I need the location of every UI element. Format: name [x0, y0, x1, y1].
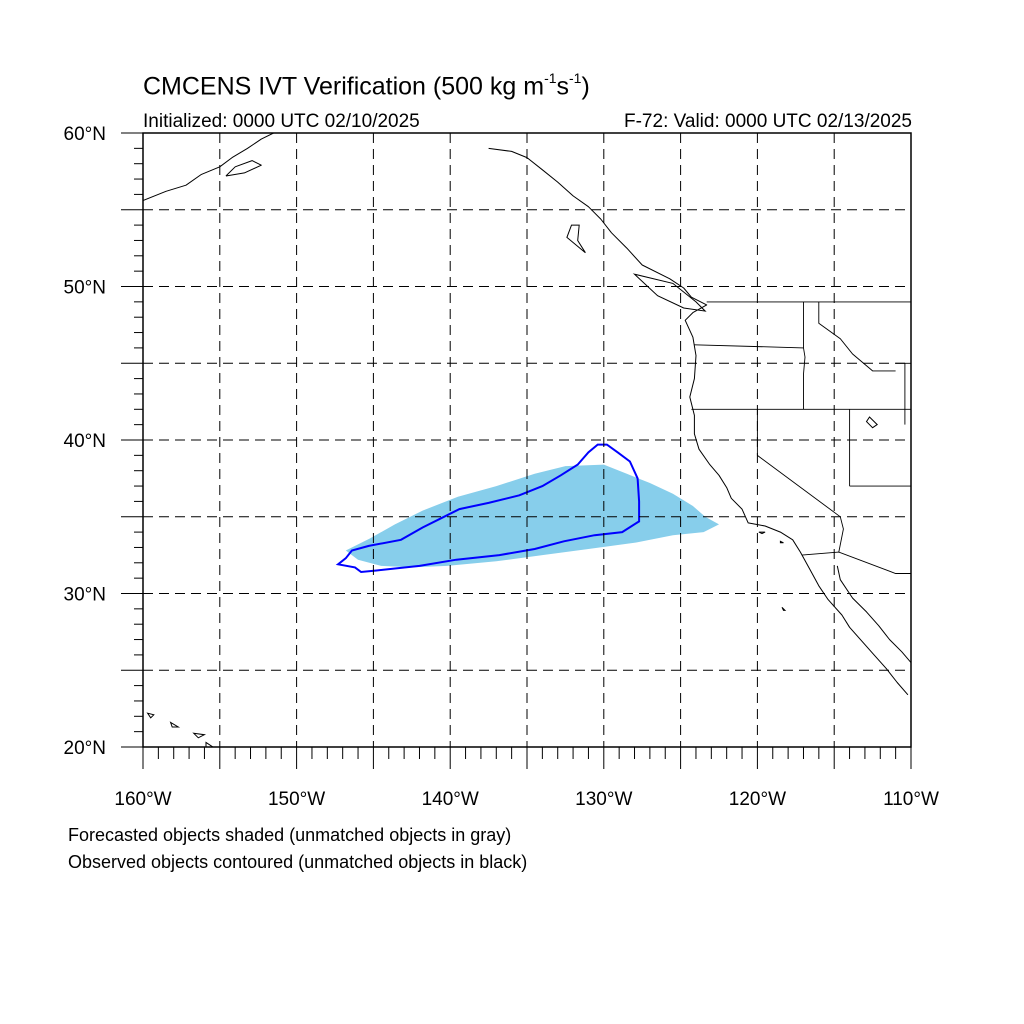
lat-label: 40°N [64, 431, 106, 452]
lon-label: 110°W [883, 789, 939, 810]
political-border [838, 516, 844, 553]
lon-label: 160°W [114, 789, 171, 810]
west-coast-line [488, 147, 909, 696]
island-outline [632, 273, 707, 312]
island-outline [169, 721, 181, 728]
lon-label: 120°W [729, 789, 786, 810]
lat-label: 60°N [64, 124, 106, 145]
page-title: CMCENS IVT Verification (500 kg m-1s-1) [143, 70, 590, 101]
island-outline [192, 732, 207, 739]
init-time: Initialized: 0000 UTC 02/10/2025 [143, 111, 420, 132]
lon-label: 130°W [575, 789, 632, 810]
alaska-coast-line [143, 133, 274, 201]
tick-marks [121, 132, 912, 769]
lat-label: 50°N [64, 278, 106, 299]
coastlines-layer [143, 133, 911, 747]
political-border [818, 301, 896, 372]
observed-note: Observed objects contoured (unmatched ob… [68, 852, 528, 872]
forecast-ivt-object [345, 464, 719, 568]
island-outline [781, 606, 787, 611]
lon-label: 140°W [422, 789, 479, 810]
forecast-note: Forecasted objects shaded (unmatched obj… [68, 825, 512, 845]
political-border [801, 551, 911, 574]
objects-layer [335, 443, 719, 574]
valid-time: F-72: Valid: 0000 UTC 02/13/2025 [624, 111, 912, 132]
island-outline [758, 531, 766, 535]
lon-label: 150°W [268, 789, 325, 810]
political-border [756, 409, 841, 518]
kodiak-island [225, 160, 262, 177]
island-outline [865, 416, 878, 429]
island-outline [779, 540, 784, 544]
lat-label: 30°N [64, 585, 106, 606]
island-outline [566, 224, 586, 254]
gulf-of-california-coast [836, 565, 911, 663]
island-outline [146, 712, 155, 719]
axis-labels: 60°N 50°N 40°N 30°N 20°N 160°W 150°W 140°W 130°W… [64, 124, 939, 810]
political-border [694, 344, 806, 410]
lat-label: 20°N [64, 738, 106, 759]
gridlines-layer [143, 133, 911, 747]
island-outline [205, 741, 214, 747]
observed-ivt-contour [335, 443, 641, 574]
